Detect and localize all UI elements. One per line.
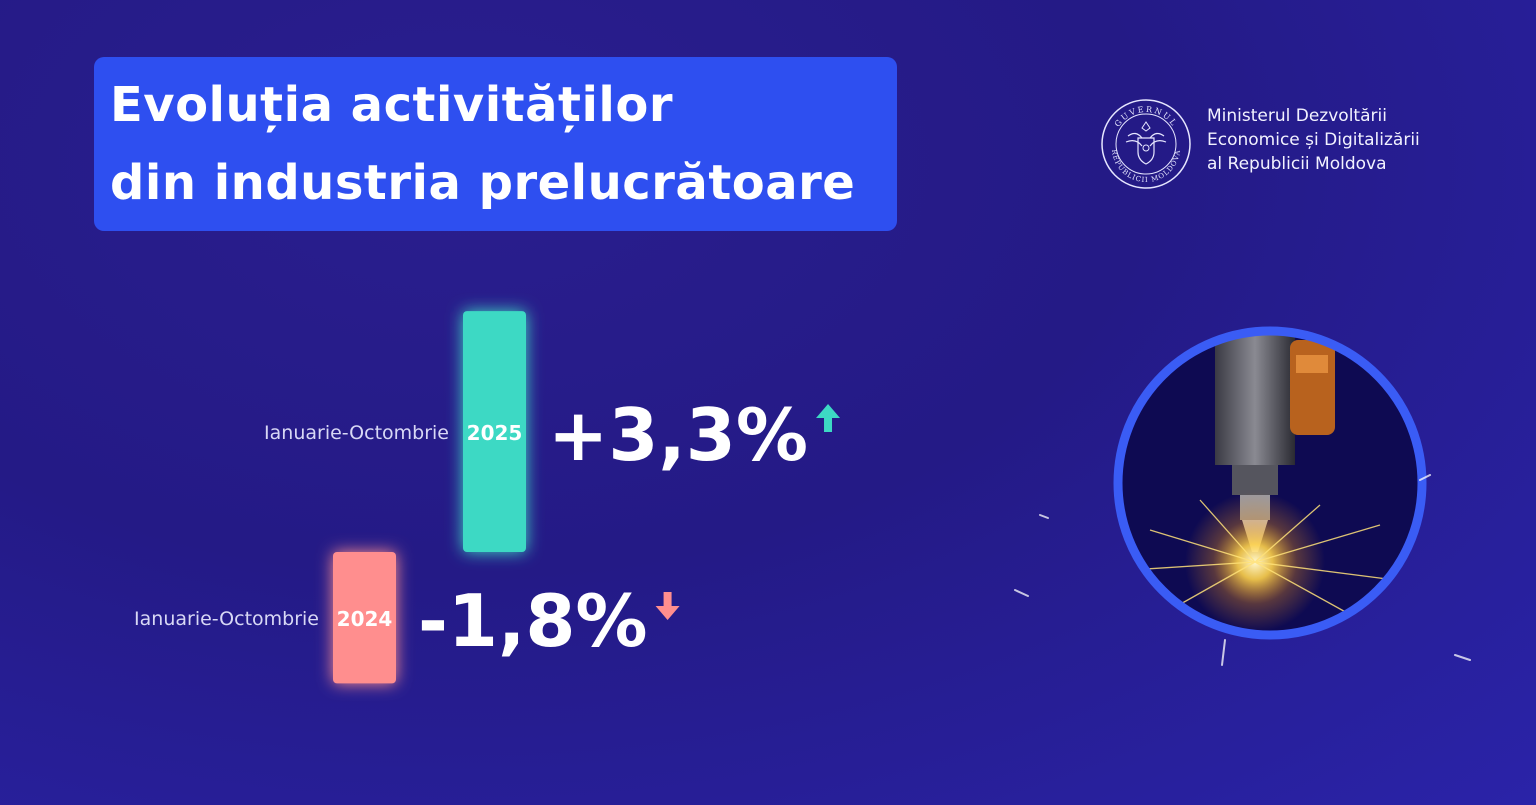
bar-period-label: Ianuarie-Octombrie (134, 608, 319, 630)
bar-2024 (333, 552, 396, 684)
arrow-down-icon (655, 592, 680, 620)
page-title-line-1: Evoluția activităților (110, 77, 673, 133)
bar-2025 (463, 311, 526, 552)
bar-value-label: +3,3% (548, 393, 808, 477)
ministry-name: Ministerul Dezvoltării Economice și Digi… (1207, 104, 1420, 176)
ministry-line-1: Ministerul Dezvoltării (1207, 106, 1387, 126)
ministry-branding: GUVERNUL REPUBLICII MOLDOVA Ministerul D… (1100, 98, 1500, 198)
laser-machine-photo (1014, 326, 1471, 666)
bar-value-label: -1,8% (418, 579, 648, 663)
bar-period-label: Ianuarie-Octombrie (264, 422, 449, 444)
title-box: Evoluția activităților din industria pre… (94, 57, 897, 231)
bar-category-label: 2025 (467, 421, 523, 445)
ministry-line-2: Economice și Digitalizării (1207, 130, 1420, 150)
ministry-line-3: al Republicii Moldova (1207, 154, 1387, 174)
government-seal-icon: GUVERNUL REPUBLICII MOLDOVA (1101, 99, 1191, 189)
arrow-up-icon (816, 404, 841, 432)
bar-category-label: 2024 (337, 607, 393, 631)
page-title-line-2: din industria prelucrătoare (110, 155, 856, 211)
